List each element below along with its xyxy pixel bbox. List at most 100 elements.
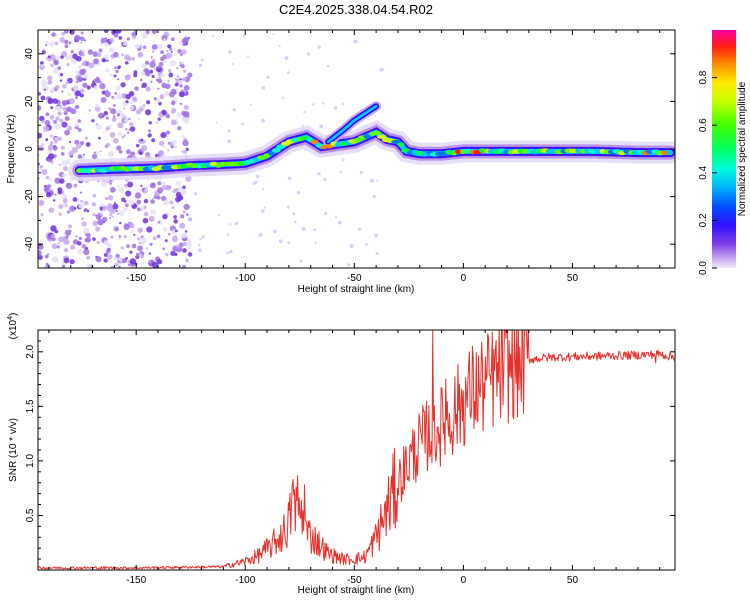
spectrogram-noise-cell xyxy=(98,136,101,140)
spectrogram-noise-cell xyxy=(170,250,176,256)
spectrogram-noise-cell xyxy=(143,198,149,204)
spectrogram-noise-cell xyxy=(105,248,111,254)
spectrogram-noise-cell xyxy=(127,131,130,134)
spectrogram-noise-cell xyxy=(92,193,97,198)
spectrogram-noise-cell xyxy=(104,90,111,98)
spectrogram-ridge-cell xyxy=(191,163,198,169)
spectrogram-noise-cell xyxy=(226,251,230,255)
spectrogram-noise-cell xyxy=(38,132,43,139)
snr-scale-label: (x104) xyxy=(7,313,19,340)
spectrogram-noise-cell xyxy=(365,243,368,246)
spectrogram-noise-cell xyxy=(157,65,161,69)
spectrogram-noise-cell xyxy=(52,67,59,74)
spectrogram-noise-cell xyxy=(38,105,42,111)
spectrogram-noise-cell xyxy=(181,134,185,138)
spectrogram-noise-cell xyxy=(81,49,86,53)
spectrogram-noise-cell xyxy=(74,34,81,42)
spectrogram-noise-cell xyxy=(102,131,106,134)
spectrogram-noise-cell xyxy=(168,47,173,51)
spectrogram-noise-cell xyxy=(77,154,83,159)
spectrogram-noise-cell xyxy=(177,195,184,201)
colorbar-tick-label: 0.8 xyxy=(698,70,709,84)
spectrogram-noise-cell xyxy=(167,69,172,73)
spectrogram-noise-cell xyxy=(94,106,101,112)
spectrogram-noise-cell xyxy=(107,243,112,249)
spectrogram-noise-cell xyxy=(51,256,59,263)
spectrogram-noise-cell xyxy=(93,85,98,90)
spectrogram-noise-cell xyxy=(109,37,114,43)
spectrogram-noise-cell xyxy=(133,70,138,75)
spectrogram-noise-cell xyxy=(125,100,129,104)
spectrogram-ridge-cell xyxy=(372,130,382,135)
spectrogram-x-tick-label: -150 xyxy=(126,273,146,284)
spectrogram-noise-cell xyxy=(103,258,108,263)
spectrogram-noise-cell xyxy=(122,206,128,212)
spectrogram-noise-cell xyxy=(54,140,58,144)
spectrogram-noise-cell xyxy=(109,47,115,53)
spectrogram-noise-cell xyxy=(151,138,156,143)
spectrogram-noise-cell xyxy=(120,113,126,118)
spectrogram-noise-cell xyxy=(151,30,158,35)
spectrogram-noise-cell xyxy=(141,145,148,152)
spectrogram-noise-cell xyxy=(167,79,170,83)
spectrogram-noise-cell xyxy=(160,57,165,62)
spectrogram-noise-cell xyxy=(82,244,86,248)
spectrogram-noise-cell xyxy=(109,186,116,193)
colorbar-tick-label: 0.2 xyxy=(698,213,709,227)
spectrogram-noise-cell xyxy=(114,92,117,95)
spectrogram-noise-cell xyxy=(119,246,122,249)
spectrogram-noise-cell xyxy=(147,185,150,188)
spectrogram-noise-cell xyxy=(164,239,168,243)
spectrogram-noise-cell xyxy=(173,219,178,224)
spectrogram-noise-cell xyxy=(170,50,173,53)
spectrogram-noise-cell xyxy=(174,146,177,149)
spectrogram-noise-cell xyxy=(61,193,68,200)
spectrogram-noise-cell xyxy=(70,50,74,54)
spectrogram-noise-cell xyxy=(111,95,114,99)
spectrogram-y-tick-label: -40 xyxy=(24,237,35,252)
spectrogram-noise-cell xyxy=(48,207,55,213)
spectrogram-noise-cell xyxy=(137,227,143,233)
spectrogram-noise-cell xyxy=(52,98,59,104)
spectrogram-noise-cell xyxy=(43,186,49,192)
spectrogram-noise-cell xyxy=(129,250,133,254)
spectrogram-noise-cell xyxy=(63,232,66,236)
spectrogram-noise-cell xyxy=(107,194,114,201)
spectrogram-noise-cell xyxy=(110,108,117,115)
spectrogram-noise-cell xyxy=(131,243,137,249)
spectrogram-noise-cell xyxy=(359,171,363,175)
spectrogram-noise-cell xyxy=(101,181,107,188)
spectrogram-noise-cell xyxy=(103,42,109,48)
spectrogram-noise-cell xyxy=(317,172,321,176)
spectrogram-noise-cell xyxy=(182,241,187,247)
spectrogram-noise-cell xyxy=(169,200,174,205)
spectrogram-noise-cell xyxy=(77,248,83,255)
spectrogram-noise-cell xyxy=(110,235,114,239)
spectrogram-noise-cell xyxy=(86,85,91,90)
spectrogram-noise-cell xyxy=(101,58,106,63)
spectrogram-noise-cell xyxy=(96,240,100,245)
spectrogram-noise-cell xyxy=(148,215,155,222)
spectrogram-noise-cell xyxy=(45,175,50,180)
spectrogram-noise-cell xyxy=(125,149,131,155)
spectrogram-noise-cell xyxy=(138,151,143,155)
spectrogram-noise-cell xyxy=(114,66,117,70)
spectrogram-noise-cell xyxy=(85,142,91,147)
spectrogram-noise-cell xyxy=(141,82,148,88)
spectrogram-noise-cell xyxy=(50,63,54,68)
spectrogram-noise-cell xyxy=(182,210,185,213)
spectrogram-noise-cell xyxy=(301,124,304,127)
spectrogram-noise-cell xyxy=(128,117,131,121)
spectrogram-noise-cell xyxy=(113,51,119,58)
spectrogram-noise-cell xyxy=(258,232,263,237)
spectrogram-noise-cell xyxy=(139,78,143,82)
spectrogram-noise-cell xyxy=(115,253,120,258)
spectrogram-noise-cell xyxy=(78,203,84,209)
spectrogram-noise-cell xyxy=(61,31,66,36)
spectrogram-noise-cell xyxy=(137,245,143,252)
spectrogram-noise-cell xyxy=(167,149,170,152)
snr-scale-close: ) xyxy=(8,313,19,316)
spectrogram-noise-cell xyxy=(103,253,108,257)
spectrogram-noise-cell xyxy=(161,34,168,42)
spectrogram-noise-cell xyxy=(176,67,179,70)
